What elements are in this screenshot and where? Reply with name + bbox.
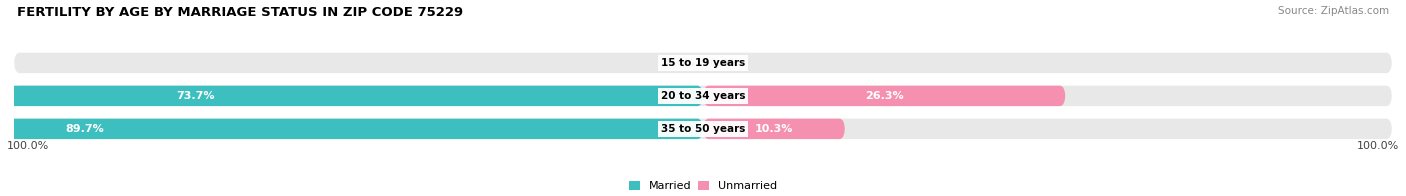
Text: 0.0%: 0.0% bbox=[665, 58, 696, 68]
FancyBboxPatch shape bbox=[703, 86, 1066, 106]
FancyBboxPatch shape bbox=[0, 86, 703, 106]
Text: Source: ZipAtlas.com: Source: ZipAtlas.com bbox=[1278, 6, 1389, 16]
Text: 20 to 34 years: 20 to 34 years bbox=[661, 91, 745, 101]
FancyBboxPatch shape bbox=[703, 119, 845, 139]
FancyBboxPatch shape bbox=[14, 53, 1392, 73]
FancyBboxPatch shape bbox=[14, 86, 1392, 106]
Text: 0.0%: 0.0% bbox=[710, 58, 741, 68]
Text: 26.3%: 26.3% bbox=[865, 91, 904, 101]
Text: 89.7%: 89.7% bbox=[66, 124, 104, 134]
Text: 100.0%: 100.0% bbox=[7, 141, 49, 151]
Text: 10.3%: 10.3% bbox=[755, 124, 793, 134]
Text: FERTILITY BY AGE BY MARRIAGE STATUS IN ZIP CODE 75229: FERTILITY BY AGE BY MARRIAGE STATUS IN Z… bbox=[17, 6, 463, 19]
Text: 100.0%: 100.0% bbox=[1357, 141, 1399, 151]
Text: 15 to 19 years: 15 to 19 years bbox=[661, 58, 745, 68]
FancyBboxPatch shape bbox=[14, 119, 1392, 139]
Text: 35 to 50 years: 35 to 50 years bbox=[661, 124, 745, 134]
FancyBboxPatch shape bbox=[0, 119, 703, 139]
Text: 73.7%: 73.7% bbox=[176, 91, 215, 101]
Legend: Married, Unmarried: Married, Unmarried bbox=[624, 176, 782, 195]
